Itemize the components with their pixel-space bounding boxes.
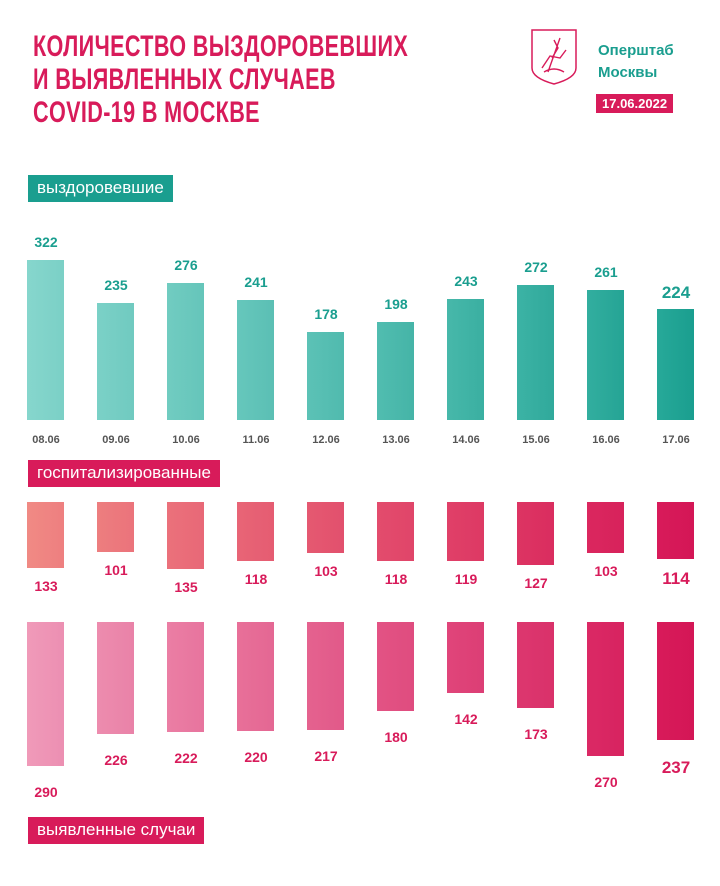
recovered-bar <box>587 290 624 420</box>
hospitalized-bar <box>657 502 694 559</box>
date-tick: 09.06 <box>102 434 130 446</box>
title-line: COVID-19 В МОСКВЕ <box>33 96 260 129</box>
hospitalized-bar <box>587 502 624 554</box>
hospitalized-bar <box>167 502 204 570</box>
title-line: КОЛИЧЕСТВО ВЫЗДОРОВЕВШИХ <box>33 30 409 63</box>
recovered-bar <box>27 259 64 420</box>
detected-bar <box>447 622 484 693</box>
detected-value: 142 <box>454 710 478 727</box>
detected-bar <box>237 622 274 732</box>
recovered-value: 261 <box>594 264 618 281</box>
section-recovered-label: выздоровевшие <box>28 175 173 202</box>
hospitalized-value: 118 <box>244 570 268 587</box>
recovered-bar <box>517 284 554 420</box>
org-line: Москвы <box>598 64 658 81</box>
date-tick: 13.06 <box>382 434 410 446</box>
date-tick: 17.06 <box>662 434 690 446</box>
detected-bar <box>657 622 694 740</box>
date-tick: 11.06 <box>242 434 270 446</box>
hospitalized-value: 133 <box>34 578 58 595</box>
hospitalized-bar <box>307 502 344 554</box>
recovered-value: 276 <box>174 256 198 273</box>
org-line: Оперштаб <box>598 42 674 59</box>
date-tick: 10.06 <box>172 434 200 446</box>
page-title: КОЛИЧЕСТВО ВЫЗДОРОВЕВШИХ И ВЫЯВЛЕННЫХ СЛ… <box>33 30 408 129</box>
date-tick: 15.06 <box>522 434 550 446</box>
recovered-value: 224 <box>661 282 691 302</box>
recovered-bar <box>657 308 694 420</box>
recovered-value: 322 <box>34 233 58 250</box>
recovered-value: 235 <box>104 277 128 294</box>
detected-value: 220 <box>244 749 268 766</box>
recovered-bar <box>447 299 484 420</box>
date-tick: 16.06 <box>592 434 620 446</box>
recovered-value: 241 <box>244 274 268 291</box>
date-tick: 14.06 <box>452 434 480 446</box>
detected-value: 217 <box>314 747 338 764</box>
section-hospitalized-label: госпитализированные <box>28 460 220 487</box>
hospitalized-value: 119 <box>454 571 478 588</box>
hospitalized-bar <box>447 502 484 562</box>
detected-bar <box>307 622 344 730</box>
hospitalized-value: 135 <box>174 579 198 596</box>
hospitalized-bar <box>517 502 554 566</box>
recovered-bar <box>307 331 344 420</box>
hospitalized-value: 127 <box>524 575 548 592</box>
recovered-value: 272 <box>524 258 548 275</box>
hospitalized-bar <box>97 502 134 553</box>
detected-bar <box>97 622 134 735</box>
date-tick: 12.06 <box>312 434 340 446</box>
title-line: И ВЫЯВЛЕННЫХ СЛУЧАЕВ <box>33 63 336 96</box>
recovered-value: 198 <box>384 295 408 312</box>
recovered-bar <box>167 282 204 420</box>
hospitalized-value: 101 <box>104 562 128 579</box>
hospitalized-value: 103 <box>314 563 338 580</box>
date-tick: 08.06 <box>32 434 60 446</box>
hospitalized-bar <box>237 502 274 561</box>
detected-value: 237 <box>661 757 691 777</box>
recovered-bar <box>97 303 134 420</box>
hospitalized-bar <box>27 502 64 569</box>
org-name: Оперштаб Москвы <box>598 40 674 84</box>
detected-value: 226 <box>104 752 128 769</box>
hospitalized-value: 114 <box>662 568 690 588</box>
hospitalized-value: 103 <box>594 563 618 580</box>
detected-bar <box>27 622 64 767</box>
hospitalized-bar <box>377 502 414 561</box>
detected-value: 222 <box>174 750 198 767</box>
detected-bar <box>167 622 204 733</box>
date-badge: 17.06.2022 <box>596 94 674 113</box>
recovered-value: 178 <box>314 305 338 322</box>
recovered-bar <box>377 321 414 420</box>
detected-value: 173 <box>524 725 548 742</box>
detected-bar <box>377 622 414 712</box>
hospitalized-value: 118 <box>384 570 408 587</box>
detected-bar <box>517 622 554 708</box>
section-detected-label: выявленные случаи <box>28 817 205 844</box>
recovered-value: 243 <box>454 273 478 290</box>
moscow-coat-of-arms-icon <box>531 29 577 85</box>
detected-value: 180 <box>384 729 408 746</box>
recovered-bar <box>237 300 274 420</box>
detected-value: 290 <box>34 784 58 801</box>
detected-value: 270 <box>594 774 618 791</box>
detected-bar <box>587 622 624 757</box>
